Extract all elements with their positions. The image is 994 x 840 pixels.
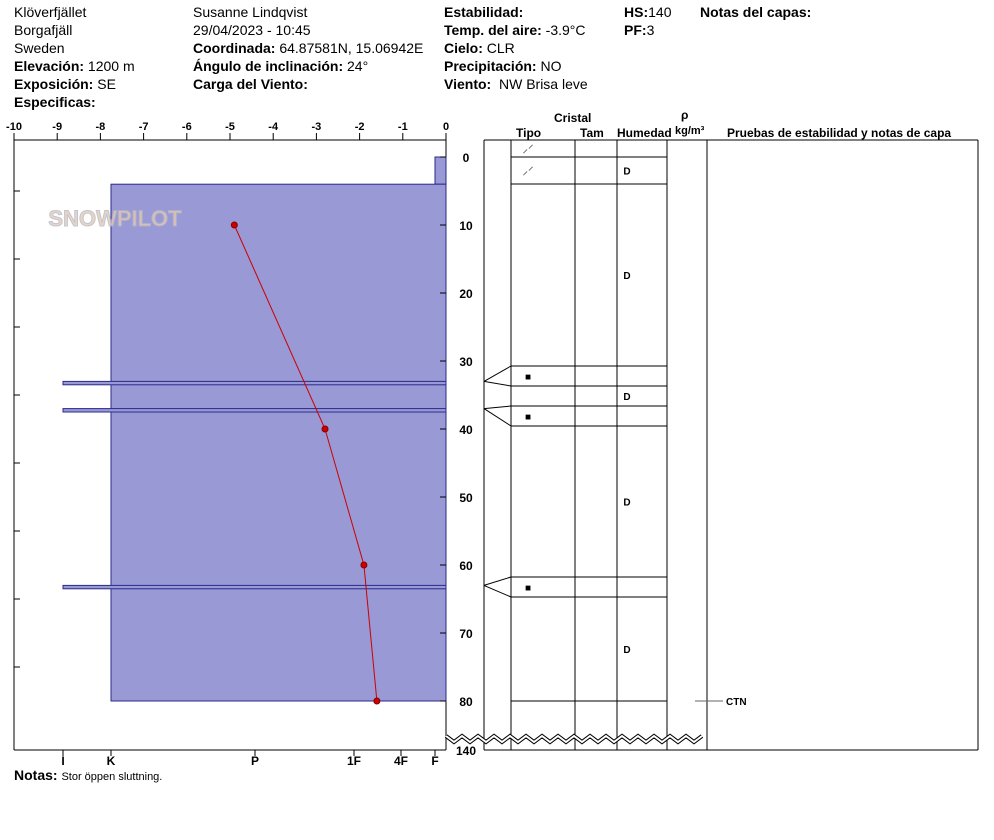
hardness-tick-label: 1F [347,754,361,768]
moisture-value: D [623,645,630,656]
hardness-tick-label: F [431,754,438,768]
hardness-tick-label: P [251,754,259,768]
depth-tick-label: 70 [459,627,473,641]
temp-tick-label: -4 [268,121,279,133]
temp-tick-label: -2 [355,121,365,133]
grain-type-icon: ⸝⸍ [523,166,534,178]
moisture-header: Humedad [617,126,672,140]
temp-tick-label: -8 [96,121,106,133]
grain-type-icon: ■ [525,583,531,594]
depth-tick-label: 0 [463,151,470,165]
wind: Viento: NW Brisa leve [444,76,588,92]
moisture-value: D [623,167,630,178]
datetime: 29/04/2023 - 10:45 [193,22,311,38]
layer-connector [483,405,512,410]
wind-loading: Carga del Viento: [193,76,308,92]
stability: Estabilidad: [444,4,524,20]
hs: HS:140 [624,4,672,20]
tests-header: Pruebas de estabilidad y notas de capa [727,126,952,140]
sky: Cielo: CLR [444,40,515,56]
temp-tick-label: -9 [52,121,62,133]
size-header: Tam [580,126,604,140]
grain-type-icon: ⸝⸍ [523,144,534,156]
temperature-point [321,425,329,433]
location: Klöverfjället [14,4,87,20]
temp-tick-label: -1 [398,121,408,133]
type-header: Tipo [516,126,542,140]
temperature-point [360,561,368,569]
layer-connector [483,380,512,387]
depth-tick-label: 40 [459,423,473,437]
temp-tick-label: -10 [6,121,22,133]
layer-connector [483,365,512,382]
temperature-point [230,221,238,229]
precipitation: Precipitación: NO [444,58,562,74]
depth-tick-label: 10 [459,219,473,233]
hardness-layer [62,408,447,413]
depth-tick-label: 80 [459,695,473,709]
area: Borgafjäll [14,22,73,38]
snowpilot-logo-watermark: SNOWPILOT [48,206,182,231]
hardness-layer [110,183,447,702]
temp-tick-label: -6 [182,121,192,133]
density-header: kg/m³ [675,125,705,137]
slope-angle: Ángulo de inclinación: 24° [193,58,369,74]
grain-type-icon: ■ [525,372,531,383]
moisture-value: D [623,392,630,403]
coordinates: Coordinada: 64.87581N, 15.06942E [193,40,424,56]
aspect: Exposición: SE [14,76,116,92]
observer: Susanne Lindqvist [193,4,308,20]
hardness-layer [434,156,447,185]
hardness-layer [62,380,447,386]
crystal-header: Cristal [554,111,592,125]
depth-break-inner [445,734,703,744]
temp-tick-label: -7 [139,121,149,133]
temperature-line [233,224,378,702]
rho-header: ρ [681,108,689,122]
layer-notes: Notas del capas: [700,4,812,20]
depth-tick-label: 140 [456,744,476,758]
moisture-value: D [623,498,630,509]
temperature-point [373,697,381,705]
depth-tick-label: 50 [459,491,473,505]
hardness-layer [62,584,447,590]
depth-tick-label: 60 [459,559,473,573]
depth-tick-label: 30 [459,355,473,369]
temp-tick-label: 0 [443,121,449,133]
depth-tick-label: 20 [459,287,473,301]
specifics: Especificas: [14,94,96,110]
temp-tick-label: -5 [225,121,235,133]
country: Sweden [14,40,65,56]
layer-connector [483,584,512,598]
pf: PF:3 [624,22,655,38]
air-temp: Temp. del aire: -3.9°C [444,22,586,38]
moisture-value: D [623,271,630,282]
layer-connector [483,408,512,427]
hardness-tick-label: I [61,754,64,768]
hardness-tick-label: 4F [394,754,408,768]
notes: Notas: Stor öppen sluttning. [14,767,163,783]
hardness-tick-label: K [107,754,116,768]
layer-connector [483,576,512,586]
test-result-ctn: CTN [726,697,747,708]
grain-type-icon: ■ [525,412,531,423]
temp-tick-label: -3 [312,121,322,133]
elevation: Elevación: 1200 m [14,58,135,74]
